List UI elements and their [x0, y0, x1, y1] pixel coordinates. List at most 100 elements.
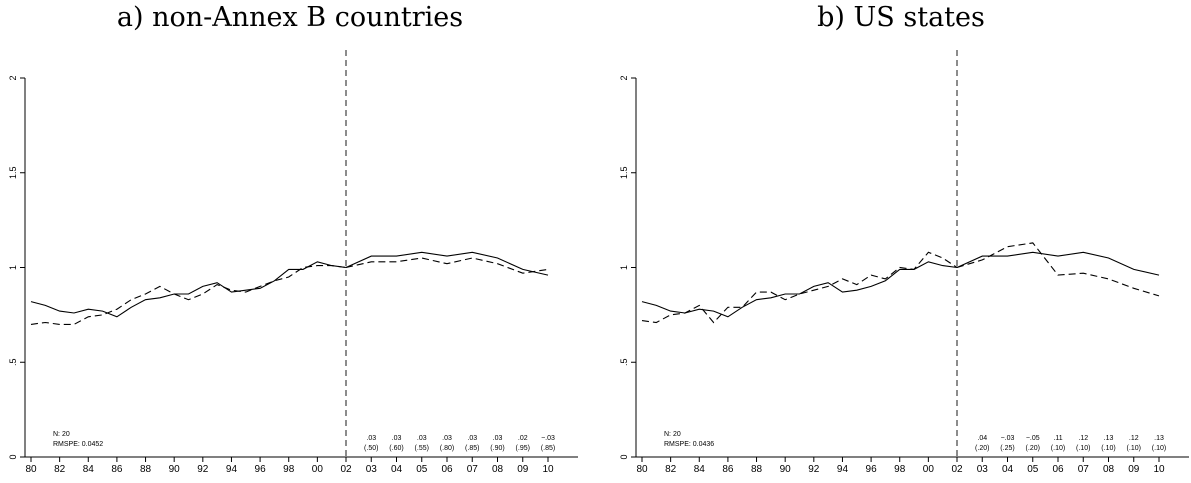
panel-a-x-tick-label: 96: [255, 464, 267, 475]
panel-a-x-tick-label: 82: [54, 464, 66, 475]
panel-b-x-tick-label: 86: [722, 464, 734, 475]
panel-b-pvalue-label: (.25): [1000, 445, 1014, 452]
panel-a-pvalue-label: (.90): [490, 445, 504, 452]
panel-a-pvalue-label: (.85): [541, 445, 555, 452]
panel-b-x-tick-label: 84: [694, 464, 706, 475]
panel-a-x-tick-label: 98: [283, 464, 295, 475]
panel-b-x-tick-label: 92: [808, 464, 820, 475]
panel-a-y-tick-label: .5: [8, 358, 18, 366]
panel-b-series-dashed-pre-line: [641, 251, 958, 324]
panel-a-x-tick-label: 03: [366, 464, 378, 475]
panel-b-x-tick-label: 10: [1153, 464, 1165, 475]
panel-b-pvalue-label: (.10): [1152, 445, 1166, 452]
panel-a-effect-label: .03: [467, 435, 477, 442]
panel-b-x-tick-label: 04: [1002, 464, 1014, 475]
panel-a-effect-label: .02: [518, 435, 528, 442]
panel-a-pvalue-label: (.60): [389, 445, 403, 452]
panel-b-pvalue-label: (.20): [975, 445, 989, 452]
panel-a-x-tick-label: 84: [83, 464, 95, 475]
panel-b-effect-label: −.03: [1001, 435, 1015, 442]
panel-a-x-tick-label: 05: [416, 464, 428, 475]
panel-b-pvalue-label: (.10): [1101, 445, 1115, 452]
panel-b-x-tick-label: 80: [636, 464, 648, 475]
panel-a-title: a) non-Annex B countries: [116, 2, 464, 33]
panel-a-x-tick-label: 09: [517, 464, 529, 475]
panel-b-y-tick-label: 2: [619, 75, 629, 80]
panel-b-x-tick-label: 88: [751, 464, 763, 475]
panel-b-y-tick-label: 0: [619, 454, 629, 459]
panel-a-x-tick-label: 04: [391, 464, 403, 475]
panel-b-effect-label: .04: [977, 435, 987, 442]
panel-a-effect-label: .03: [442, 435, 452, 442]
panel-b-title: b) US states: [817, 2, 985, 33]
panel-a-x-tick-label: 07: [467, 464, 479, 475]
panel-a-y-tick-label: 1.5: [8, 166, 18, 179]
panel-a-x-tick-label: 08: [492, 464, 504, 475]
panel-a-pvalue-label: (.95): [516, 445, 530, 452]
panel-a-series-dashed-pre-line: [30, 265, 347, 325]
panel-a-x-tick-label: 02: [340, 464, 352, 475]
panel-b-y-tick-label: 1.5: [619, 166, 629, 179]
chart-panel-a: a) non-Annex B countries 0 .5 1 1.5 2 80 82 84 8…: [0, 0, 580, 483]
panel-a-x-tick-label: 86: [111, 464, 123, 475]
panel-b-series-dashed-post-line: [956, 242, 1160, 297]
panel-a-series-solid-post-line: [345, 251, 549, 276]
panel-a-effect-label: .03: [366, 435, 376, 442]
panel-b-x-tick-label: 06: [1052, 464, 1064, 475]
panel-b-y-tick-label: 1: [619, 265, 629, 270]
panel-a-x-tick-label: 06: [441, 464, 453, 475]
panel-b-effect-label: .13: [1154, 435, 1164, 442]
panel-b-x-tick-label: 02: [951, 464, 963, 475]
panel-b-x-tick-label: 82: [665, 464, 677, 475]
panel-b-series-solid-pre-line: [641, 261, 958, 318]
panel-b-x-tick-label: 03: [977, 464, 989, 475]
panel-a-pvalue-label: (.50): [364, 445, 378, 452]
panel-b-effect-label: .11: [1053, 435, 1062, 442]
panel-a-x-tick-label: 80: [25, 464, 37, 475]
panel-b-effect-label: .12: [1078, 435, 1088, 442]
panel-a-pvalue-label: (.55): [415, 445, 429, 452]
panel-a-x-tick-label: 10: [542, 464, 554, 475]
panel-a-x-tick-label: 00: [312, 464, 324, 475]
panel-a-annotation-line: RMSPE: 0.0452: [53, 441, 103, 448]
panel-a-pvalue-label: (.80): [440, 445, 454, 452]
panel-b-annotation-line: RMSPE: 0.0436: [664, 441, 714, 448]
panel-a-pvalue-label: (.85): [465, 445, 479, 452]
panel-a-series-solid-pre-line: [30, 261, 347, 318]
panel-a-x-tick-label: 88: [140, 464, 152, 475]
panel-b-x-tick-label: 90: [780, 464, 792, 475]
panel-a-series-dashed-post-line: [345, 257, 549, 274]
panel-a-annotation-line: N: 20: [53, 431, 70, 438]
panel-a-y-tick-label: 2: [8, 75, 18, 80]
panel-b-x-tick-label: 00: [923, 464, 935, 475]
panel-b-series-solid-post-line: [956, 251, 1160, 276]
panel-b-pvalue-label: (.10): [1076, 445, 1090, 452]
panel-a-x-tick-label: 94: [226, 464, 238, 475]
chart-panel-b: b) US states 0 .5 1 1.5 2 80 82 84 86 88 90 92 94 96 9…: [611, 0, 1191, 483]
panel-b-x-tick-label: 98: [894, 464, 906, 475]
panel-b-x-tick-label: 94: [837, 464, 849, 475]
panel-a-plot: 0 .5 1 1.5 2 80 82 84 86 88 90 92 94 96 98 00 02 03 04 05 06…: [8, 50, 578, 475]
panel-b-plot: 0 .5 1 1.5 2 80 82 84 86 88 90 92 94 96 98 00 02 03 04 05 06…: [619, 50, 1189, 475]
panel-b-annotation-line: N: 20: [664, 431, 681, 438]
panel-a-effect-label: −.03: [541, 435, 555, 442]
panel-a-x-tick-label: 92: [197, 464, 209, 475]
panel-b-pvalue-label: (.20): [1026, 445, 1040, 452]
panel-b-effect-label: −.05: [1026, 435, 1040, 442]
panel-b-x-tick-label: 09: [1128, 464, 1140, 475]
panel-a-y-tick-label: 1: [8, 265, 18, 270]
panel-b-x-tick-label: 96: [866, 464, 878, 475]
panel-b-x-tick-label: 05: [1027, 464, 1039, 475]
panel-b-x-tick-label: 07: [1078, 464, 1090, 475]
panel-a-effect-label: .03: [392, 435, 402, 442]
panel-b-y-tick-label: .5: [619, 358, 629, 366]
panel-b-pvalue-label: (.10): [1051, 445, 1065, 452]
panel-b-effect-label: .13: [1104, 435, 1114, 442]
panel-b-x-tick-label: 08: [1103, 464, 1115, 475]
panel-b-pvalue-label: (.10): [1127, 445, 1141, 452]
panel-a-y-tick-label: 0: [8, 454, 18, 459]
panel-a-x-tick-label: 90: [169, 464, 181, 475]
panel-b-effect-label: .12: [1129, 435, 1139, 442]
panel-a-effect-label: .03: [493, 435, 503, 442]
panel-a-effect-label: .03: [417, 435, 427, 442]
